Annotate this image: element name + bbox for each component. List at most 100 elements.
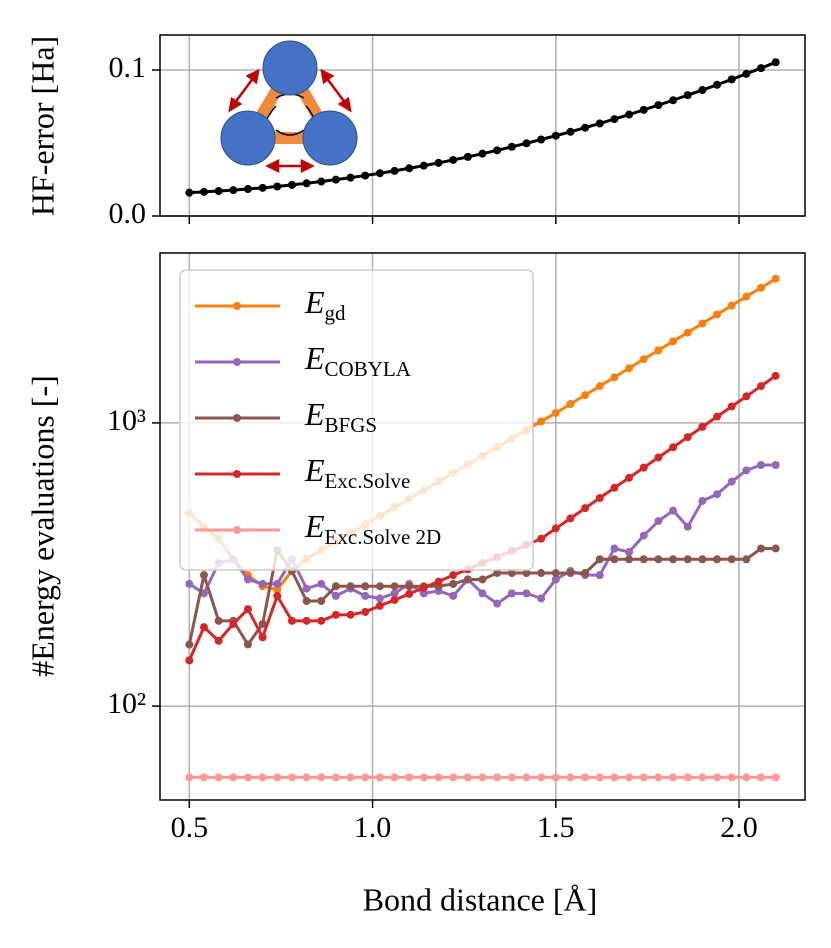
data-point	[449, 155, 458, 164]
x-tick-label: 1.0	[354, 811, 392, 844]
data-point	[302, 597, 311, 606]
data-point	[346, 582, 355, 591]
data-point	[581, 504, 590, 513]
data-point	[199, 773, 208, 782]
data-point	[493, 599, 502, 608]
data-point	[610, 555, 619, 564]
data-point	[566, 773, 575, 782]
data-point	[683, 773, 692, 782]
data-point	[669, 555, 678, 564]
data-point	[625, 364, 634, 373]
data-point	[757, 461, 766, 470]
data-point	[669, 773, 678, 782]
data-point	[771, 274, 780, 283]
data-point	[390, 166, 399, 175]
data-point	[771, 461, 780, 470]
data-point	[419, 589, 428, 598]
data-point	[727, 477, 736, 486]
data-point	[331, 610, 340, 619]
legend-label: EExc.Solve 2D	[304, 508, 441, 548]
data-point	[331, 773, 340, 782]
axes-frame	[159, 34, 806, 217]
data-point	[742, 292, 751, 301]
data-point	[434, 158, 443, 167]
data-point	[390, 773, 399, 782]
data-point	[361, 607, 370, 616]
legend-marker	[233, 526, 241, 534]
data-point	[537, 773, 546, 782]
data-point	[639, 463, 648, 472]
x-tick-label: 1.5	[537, 811, 575, 844]
data-point	[199, 623, 208, 632]
data-point	[654, 453, 663, 462]
data-point	[507, 773, 516, 782]
data-point	[683, 328, 692, 337]
data-point	[522, 773, 531, 782]
data-point	[463, 152, 472, 161]
data-point	[507, 569, 516, 578]
data-point	[185, 640, 194, 649]
data-point	[375, 594, 384, 603]
data-point	[610, 483, 619, 492]
data-point	[478, 149, 487, 158]
x-tick-label: 2.0	[720, 811, 758, 844]
data-point	[390, 582, 399, 591]
data-point	[639, 773, 648, 782]
data-point	[639, 531, 648, 540]
data-point	[742, 69, 751, 78]
data-point	[449, 591, 458, 600]
data-point	[346, 610, 355, 619]
data-point	[537, 594, 546, 603]
y-tick-label: 10²	[107, 687, 146, 720]
data-point	[258, 633, 267, 642]
data-point	[317, 773, 326, 782]
data-point	[287, 773, 296, 782]
data-point	[405, 164, 414, 173]
data-point	[610, 773, 619, 782]
data-point	[361, 171, 370, 180]
data-point	[669, 96, 678, 105]
y-axis-label: HF-error [Ha]	[24, 36, 60, 216]
data-point	[537, 135, 546, 144]
data-point	[317, 579, 326, 588]
data-point	[625, 548, 634, 557]
data-point	[581, 123, 590, 132]
data-point	[185, 579, 194, 588]
data-point	[581, 391, 590, 400]
data-point	[346, 173, 355, 182]
data-point	[727, 75, 736, 84]
data-point	[478, 589, 487, 598]
data-point	[258, 183, 267, 192]
data-point	[669, 337, 678, 346]
data-point	[390, 589, 399, 598]
data-point	[258, 619, 267, 628]
data-point	[375, 773, 384, 782]
data-point	[522, 569, 531, 578]
data-point	[449, 773, 458, 782]
data-point	[214, 636, 223, 645]
data-point	[199, 571, 208, 580]
data-point	[713, 310, 722, 319]
data-point	[698, 773, 707, 782]
plot-area	[185, 58, 780, 197]
data-point	[698, 422, 707, 431]
data-point	[405, 589, 414, 598]
data-point	[478, 575, 487, 584]
data-point	[273, 182, 282, 191]
data-point	[199, 187, 208, 196]
data-point	[493, 773, 502, 782]
data-point	[537, 534, 546, 543]
data-point	[757, 64, 766, 73]
data-point	[375, 169, 384, 178]
data-point	[742, 555, 751, 564]
data-point	[698, 496, 707, 505]
data-point	[537, 569, 546, 578]
data-point	[522, 139, 531, 148]
data-point	[434, 577, 443, 586]
data-point	[463, 773, 472, 782]
data-point	[639, 105, 648, 114]
data-point	[698, 86, 707, 95]
data-point	[683, 555, 692, 564]
data-point	[273, 579, 282, 588]
